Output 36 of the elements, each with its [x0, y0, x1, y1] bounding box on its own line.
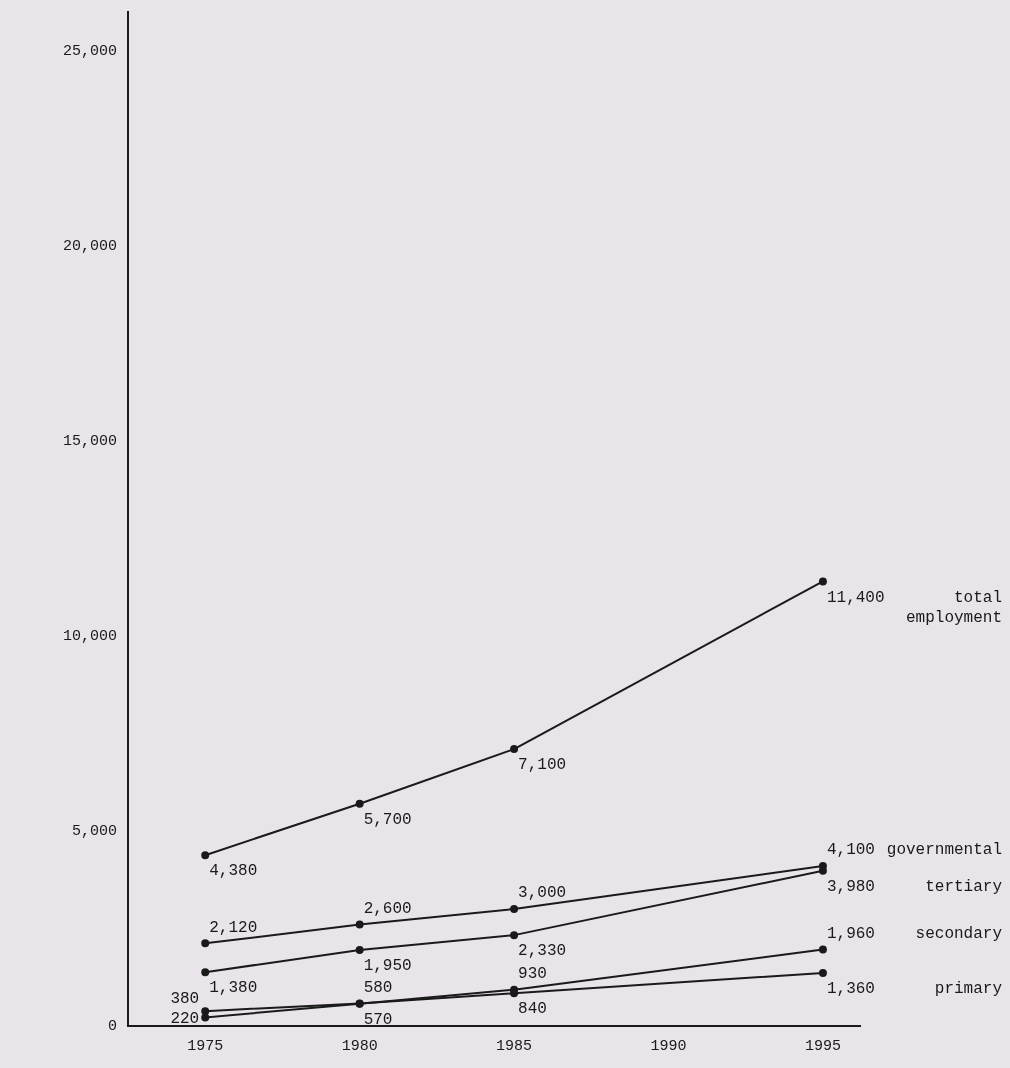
data-label: 1,380	[209, 979, 258, 998]
text: governmental	[886, 841, 1002, 860]
data-label: 840	[518, 1000, 547, 1019]
text: secondary	[915, 924, 1003, 943]
y-tick-label: 25,000	[62, 42, 118, 60]
text: total employment	[905, 588, 1002, 627]
y-tick-label: 5,000	[71, 822, 118, 840]
data-label: 3,000	[518, 884, 567, 903]
data-label: 5,700	[363, 810, 412, 829]
data-label: 2,600	[363, 899, 412, 918]
x-tick-label: 1980	[341, 1037, 378, 1055]
data-label: 2,330	[518, 942, 567, 961]
data-label: 1,950	[363, 957, 412, 976]
data-label: 380	[170, 990, 200, 1009]
y-tick-label: 15,000	[62, 432, 118, 450]
data-label: 220	[170, 1009, 200, 1028]
y-tick-label: 20,000	[62, 237, 118, 255]
data-label: 580	[363, 978, 393, 997]
x-tick-label: 1985	[496, 1037, 533, 1055]
data-label: 11,400	[826, 588, 885, 607]
text: primary	[934, 980, 1003, 999]
x-tick-label: 1990	[650, 1037, 687, 1055]
x-tick-label: 1995	[804, 1037, 841, 1055]
data-label: 2,120	[209, 918, 258, 937]
data-label: 1,360	[826, 980, 875, 999]
data-label: 4,100	[826, 841, 875, 860]
data-label: 1,960	[826, 924, 875, 943]
data-label: 4,380	[209, 862, 258, 881]
data-label: 930	[518, 964, 547, 983]
y-tick-label: 10,000	[62, 627, 118, 645]
data-label: 570	[363, 1011, 393, 1029]
data-label: 3,980	[826, 878, 875, 897]
data-label: 7,100	[518, 756, 567, 775]
x-tick-label: 1975	[187, 1037, 224, 1055]
text: tertiary	[925, 878, 1003, 897]
y-tick-label: 0	[107, 1017, 118, 1035]
